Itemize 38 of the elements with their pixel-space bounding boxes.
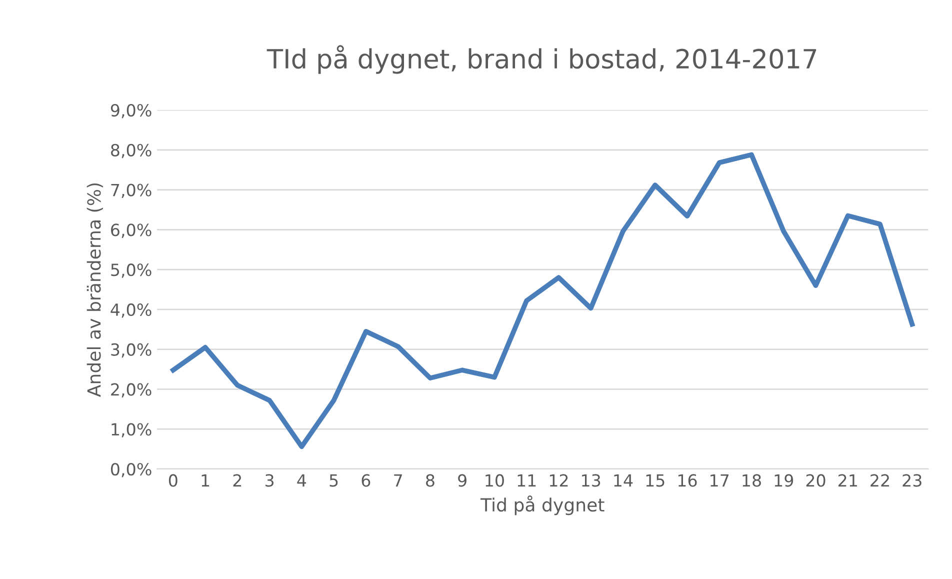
x-tick-label: 17 <box>710 474 729 487</box>
x-tick-label: 23 <box>902 474 922 487</box>
x-axis-title: Tid på dygnet <box>480 496 604 516</box>
y-tick-label: 6,0% <box>111 224 152 238</box>
x-tick-label: 3 <box>266 474 274 487</box>
x-tick-label: 6 <box>362 474 370 487</box>
y-tick-label: 9,0% <box>110 104 152 118</box>
y-tick-label: 4,0% <box>110 303 152 318</box>
x-tick-label: 22 <box>870 474 889 487</box>
chart-title: TId på dygnet, brand i bostad, 2014-2017 <box>266 45 816 74</box>
line-series <box>170 152 915 450</box>
x-tick-label: 10 <box>486 474 504 487</box>
x-tick-label: 0 <box>168 474 178 487</box>
x-tick-label: 16 <box>678 474 697 487</box>
y-tick-label: 0,0% <box>110 462 152 478</box>
x-tick-label: 8 <box>426 474 434 487</box>
x-tick-label: 2 <box>233 474 242 487</box>
x-tick-label: 13 <box>582 474 600 487</box>
x-tick-label: 5 <box>330 474 338 487</box>
y-axis-title: Andel av bränderna (%) <box>86 183 103 397</box>
x-tick-label: 19 <box>774 474 794 487</box>
y-tick-label: 7,0% <box>111 184 152 198</box>
y-tick-label: 3,0% <box>111 343 152 358</box>
x-tick-label: 4 <box>297 474 306 487</box>
x-tick-label: 21 <box>838 474 857 487</box>
y-tick-label: 5,0% <box>111 264 152 278</box>
x-tick-label: 12 <box>550 474 568 487</box>
x-tick-label: 9 <box>458 474 466 487</box>
x-tick-label: 18 <box>742 474 761 487</box>
x-tick-label: 14 <box>614 474 633 487</box>
x-tick-label: 11 <box>518 474 536 487</box>
y-tick-label: 8,0% <box>111 144 152 158</box>
y-tick-label: 1,0% <box>112 423 152 438</box>
x-tick-label: 1 <box>202 474 210 487</box>
x-tick-label: 7 <box>394 474 402 487</box>
x-tick-label: 20 <box>806 474 826 487</box>
y-tick-label: 2,0% <box>111 383 152 398</box>
x-tick-label: 15 <box>646 474 664 487</box>
